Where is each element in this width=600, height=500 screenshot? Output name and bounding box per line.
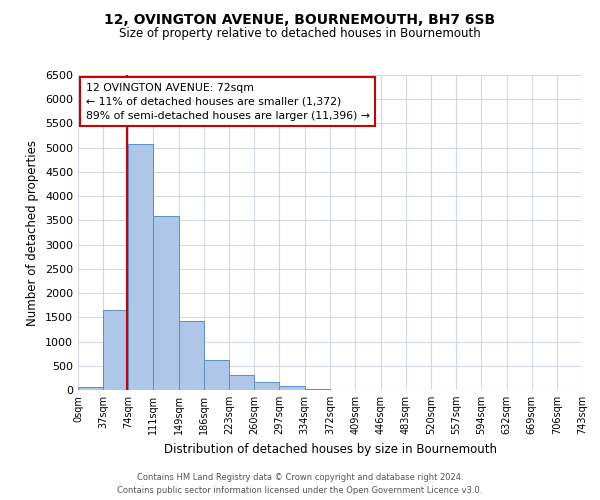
- Text: Contains HM Land Registry data © Crown copyright and database right 2024.
Contai: Contains HM Land Registry data © Crown c…: [118, 474, 482, 495]
- Bar: [78, 387, 103, 390]
- Text: 12, OVINGTON AVENUE, BOURNEMOUTH, BH7 6SB: 12, OVINGTON AVENUE, BOURNEMOUTH, BH7 6S…: [104, 12, 496, 26]
- Bar: [204, 360, 229, 390]
- Y-axis label: Number of detached properties: Number of detached properties: [26, 140, 40, 326]
- Bar: [229, 375, 254, 390]
- Bar: [305, 388, 331, 390]
- Bar: [254, 382, 280, 390]
- Bar: [280, 386, 305, 390]
- Text: 12 OVINGTON AVENUE: 72sqm
← 11% of detached houses are smaller (1,372)
89% of se: 12 OVINGTON AVENUE: 72sqm ← 11% of detac…: [86, 83, 370, 121]
- Bar: [103, 310, 128, 390]
- X-axis label: Distribution of detached houses by size in Bournemouth: Distribution of detached houses by size …: [163, 442, 497, 456]
- Bar: [128, 144, 153, 390]
- Bar: [179, 320, 204, 390]
- Bar: [153, 216, 179, 390]
- Text: Size of property relative to detached houses in Bournemouth: Size of property relative to detached ho…: [119, 28, 481, 40]
